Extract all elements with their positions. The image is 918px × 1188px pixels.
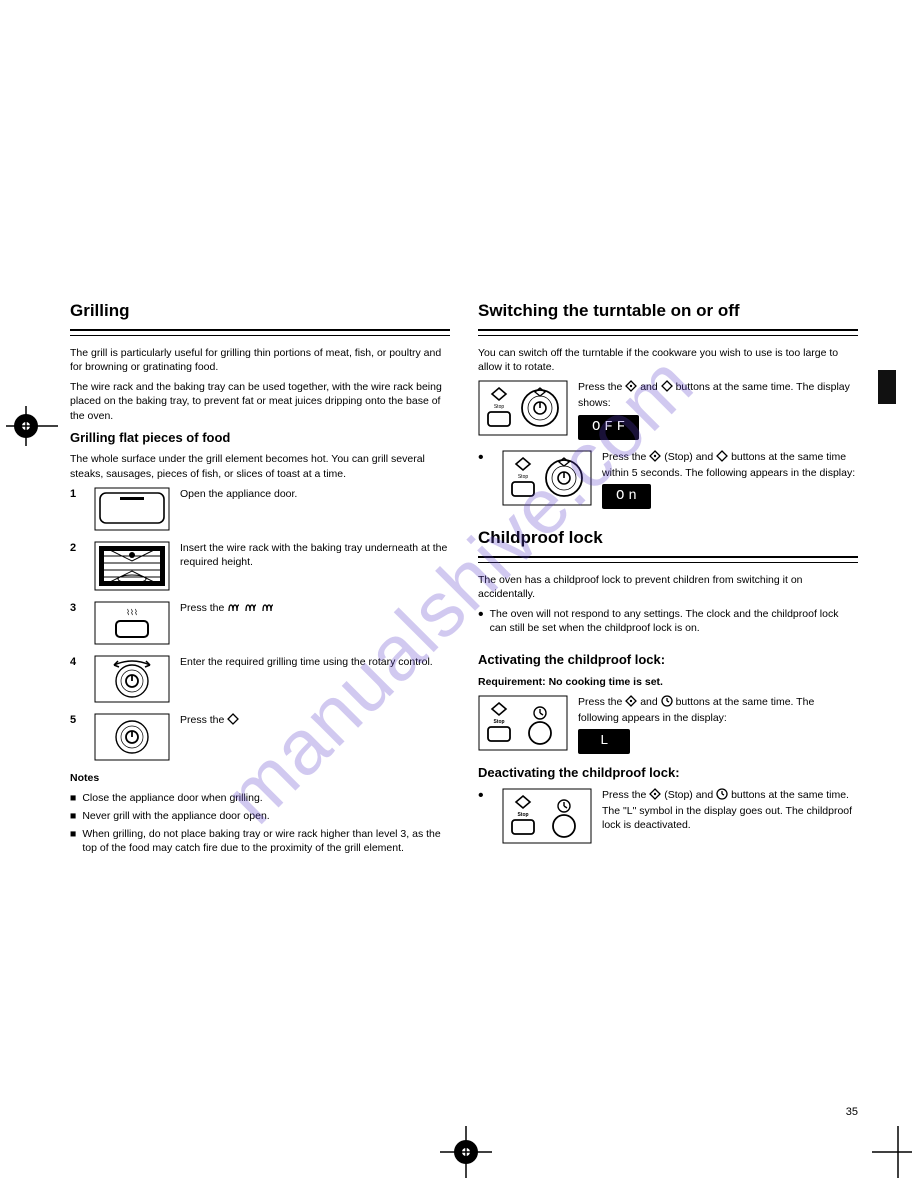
flat-intro: The whole surface under the grill elemen… — [70, 452, 450, 480]
rule-thin — [478, 335, 858, 336]
step-4: 4 Enter the required grilling time using… — [70, 655, 450, 703]
stop-start-panel-icon: Stop — [502, 450, 592, 506]
turntable-on-step: • Stop Press the — [478, 450, 858, 509]
childlock-title: Childproof lock — [478, 527, 858, 550]
notes-heading: Notes — [70, 771, 450, 785]
note-item: ■Never grill with the appliance door ope… — [70, 809, 450, 823]
grill-icon — [227, 603, 241, 617]
step-text: Open the appliance door. — [180, 487, 450, 501]
step-text: Insert the wire rack with the baking tra… — [180, 541, 450, 569]
clock-icon — [661, 695, 673, 711]
oven-door-icon — [94, 487, 170, 531]
grilling-title: Grilling — [70, 300, 450, 323]
start-icon — [661, 380, 673, 396]
stop-icon — [649, 788, 661, 804]
rule — [70, 329, 450, 331]
deactivating-sub: Deactivating the childproof lock: — [478, 764, 858, 782]
childlock-intro-a: The oven has a childproof lock to preven… — [478, 573, 858, 601]
start-icon — [716, 450, 728, 466]
step-1: 1 Open the appliance door. — [70, 487, 450, 531]
grill-button-icon: ⌇⌇⌇ — [94, 601, 170, 645]
note-item: ■Close the appliance door when grilling. — [70, 791, 450, 805]
note-item: ■When grilling, do not place baking tray… — [70, 827, 450, 855]
display-l: L — [578, 729, 630, 754]
turntable-off-step: Stop Press the and — [478, 380, 858, 439]
turntable-title: Switching the turntable on or off — [478, 300, 858, 323]
rotary-dial-icon — [94, 655, 170, 703]
grill-icon — [261, 603, 275, 617]
step-text: Press the (Stop) and buttons at the same… — [602, 450, 858, 509]
stop-icon — [649, 450, 661, 466]
turntable-intro: You can switch off the turntable if the … — [478, 346, 858, 374]
step-number: 5 — [70, 713, 84, 728]
step-number: 4 — [70, 655, 84, 670]
svg-text:Stop: Stop — [493, 719, 504, 725]
requirement: Requirement: No cooking time is set. — [478, 675, 858, 689]
stop-start-panel-icon: Stop — [478, 380, 568, 436]
rule — [478, 556, 858, 558]
grilling-intro-2: The wire rack and the baking tray can be… — [70, 380, 450, 423]
page-number-right: 35 — [846, 1106, 858, 1118]
step-5: 5 Press the — [70, 713, 450, 761]
grilling-intro-1: The grill is particularly useful for gri… — [70, 346, 450, 374]
step-number: 3 — [70, 601, 84, 616]
side-tab — [878, 370, 896, 404]
start-icon — [227, 713, 239, 729]
grilling-sub: Grilling flat pieces of food — [70, 429, 450, 447]
step-text: Press the and buttons at the same time. … — [578, 695, 858, 754]
rule-thin — [70, 335, 450, 336]
clock-icon — [716, 788, 728, 804]
crop-mark-bottom — [440, 1126, 492, 1178]
grill-lit-icon — [244, 603, 258, 617]
bullet: • — [478, 450, 492, 466]
activating-sub: Activating the childproof lock: — [478, 651, 858, 669]
display-on: On — [602, 484, 651, 509]
lock-activate-step: Stop Press the and — [478, 695, 858, 754]
step-3: 3 ⌇⌇⌇ Press the — [70, 601, 450, 645]
step-2: 2 Insert — [70, 541, 450, 591]
step-text: Press the — [180, 601, 450, 617]
step-text: Enter the required grilling time using t… — [180, 655, 450, 669]
step-number: 2 — [70, 541, 84, 556]
crop-mark-right — [872, 1126, 912, 1178]
svg-text:⌇⌇⌇: ⌇⌇⌇ — [126, 608, 138, 617]
stop-icon — [625, 380, 637, 396]
step-text: Press the (Stop) and buttons at the same… — [602, 788, 858, 833]
childlock-intro-b: The oven will not respond to any setting… — [490, 607, 858, 635]
step-text: Press the — [180, 713, 450, 729]
rule-thin — [478, 562, 858, 563]
stop-clock-panel-icon: Stop — [502, 788, 592, 844]
bullet: • — [478, 788, 492, 804]
childlock-intro-b-row: • The oven will not respond to any setti… — [478, 607, 858, 641]
svg-text:Stop: Stop — [517, 812, 528, 818]
display-off: OFF — [578, 415, 639, 440]
crop-mark-left — [6, 400, 58, 452]
start-dial-icon — [94, 713, 170, 761]
oven-interior-icon — [94, 541, 170, 591]
right-column: Switching the turntable on or off You ca… — [478, 300, 858, 856]
left-column: Grilling The grill is particularly usefu… — [70, 300, 450, 856]
step-number: 1 — [70, 487, 84, 502]
rule — [478, 329, 858, 331]
stop-clock-panel-icon: Stop — [478, 695, 568, 751]
stop-icon — [625, 695, 637, 711]
svg-text:Stop: Stop — [518, 474, 529, 480]
step-text: Press the and buttons at the same time. … — [578, 380, 858, 439]
lock-deactivate-step: • Stop Press the — [478, 788, 858, 844]
svg-text:Stop: Stop — [494, 404, 505, 410]
